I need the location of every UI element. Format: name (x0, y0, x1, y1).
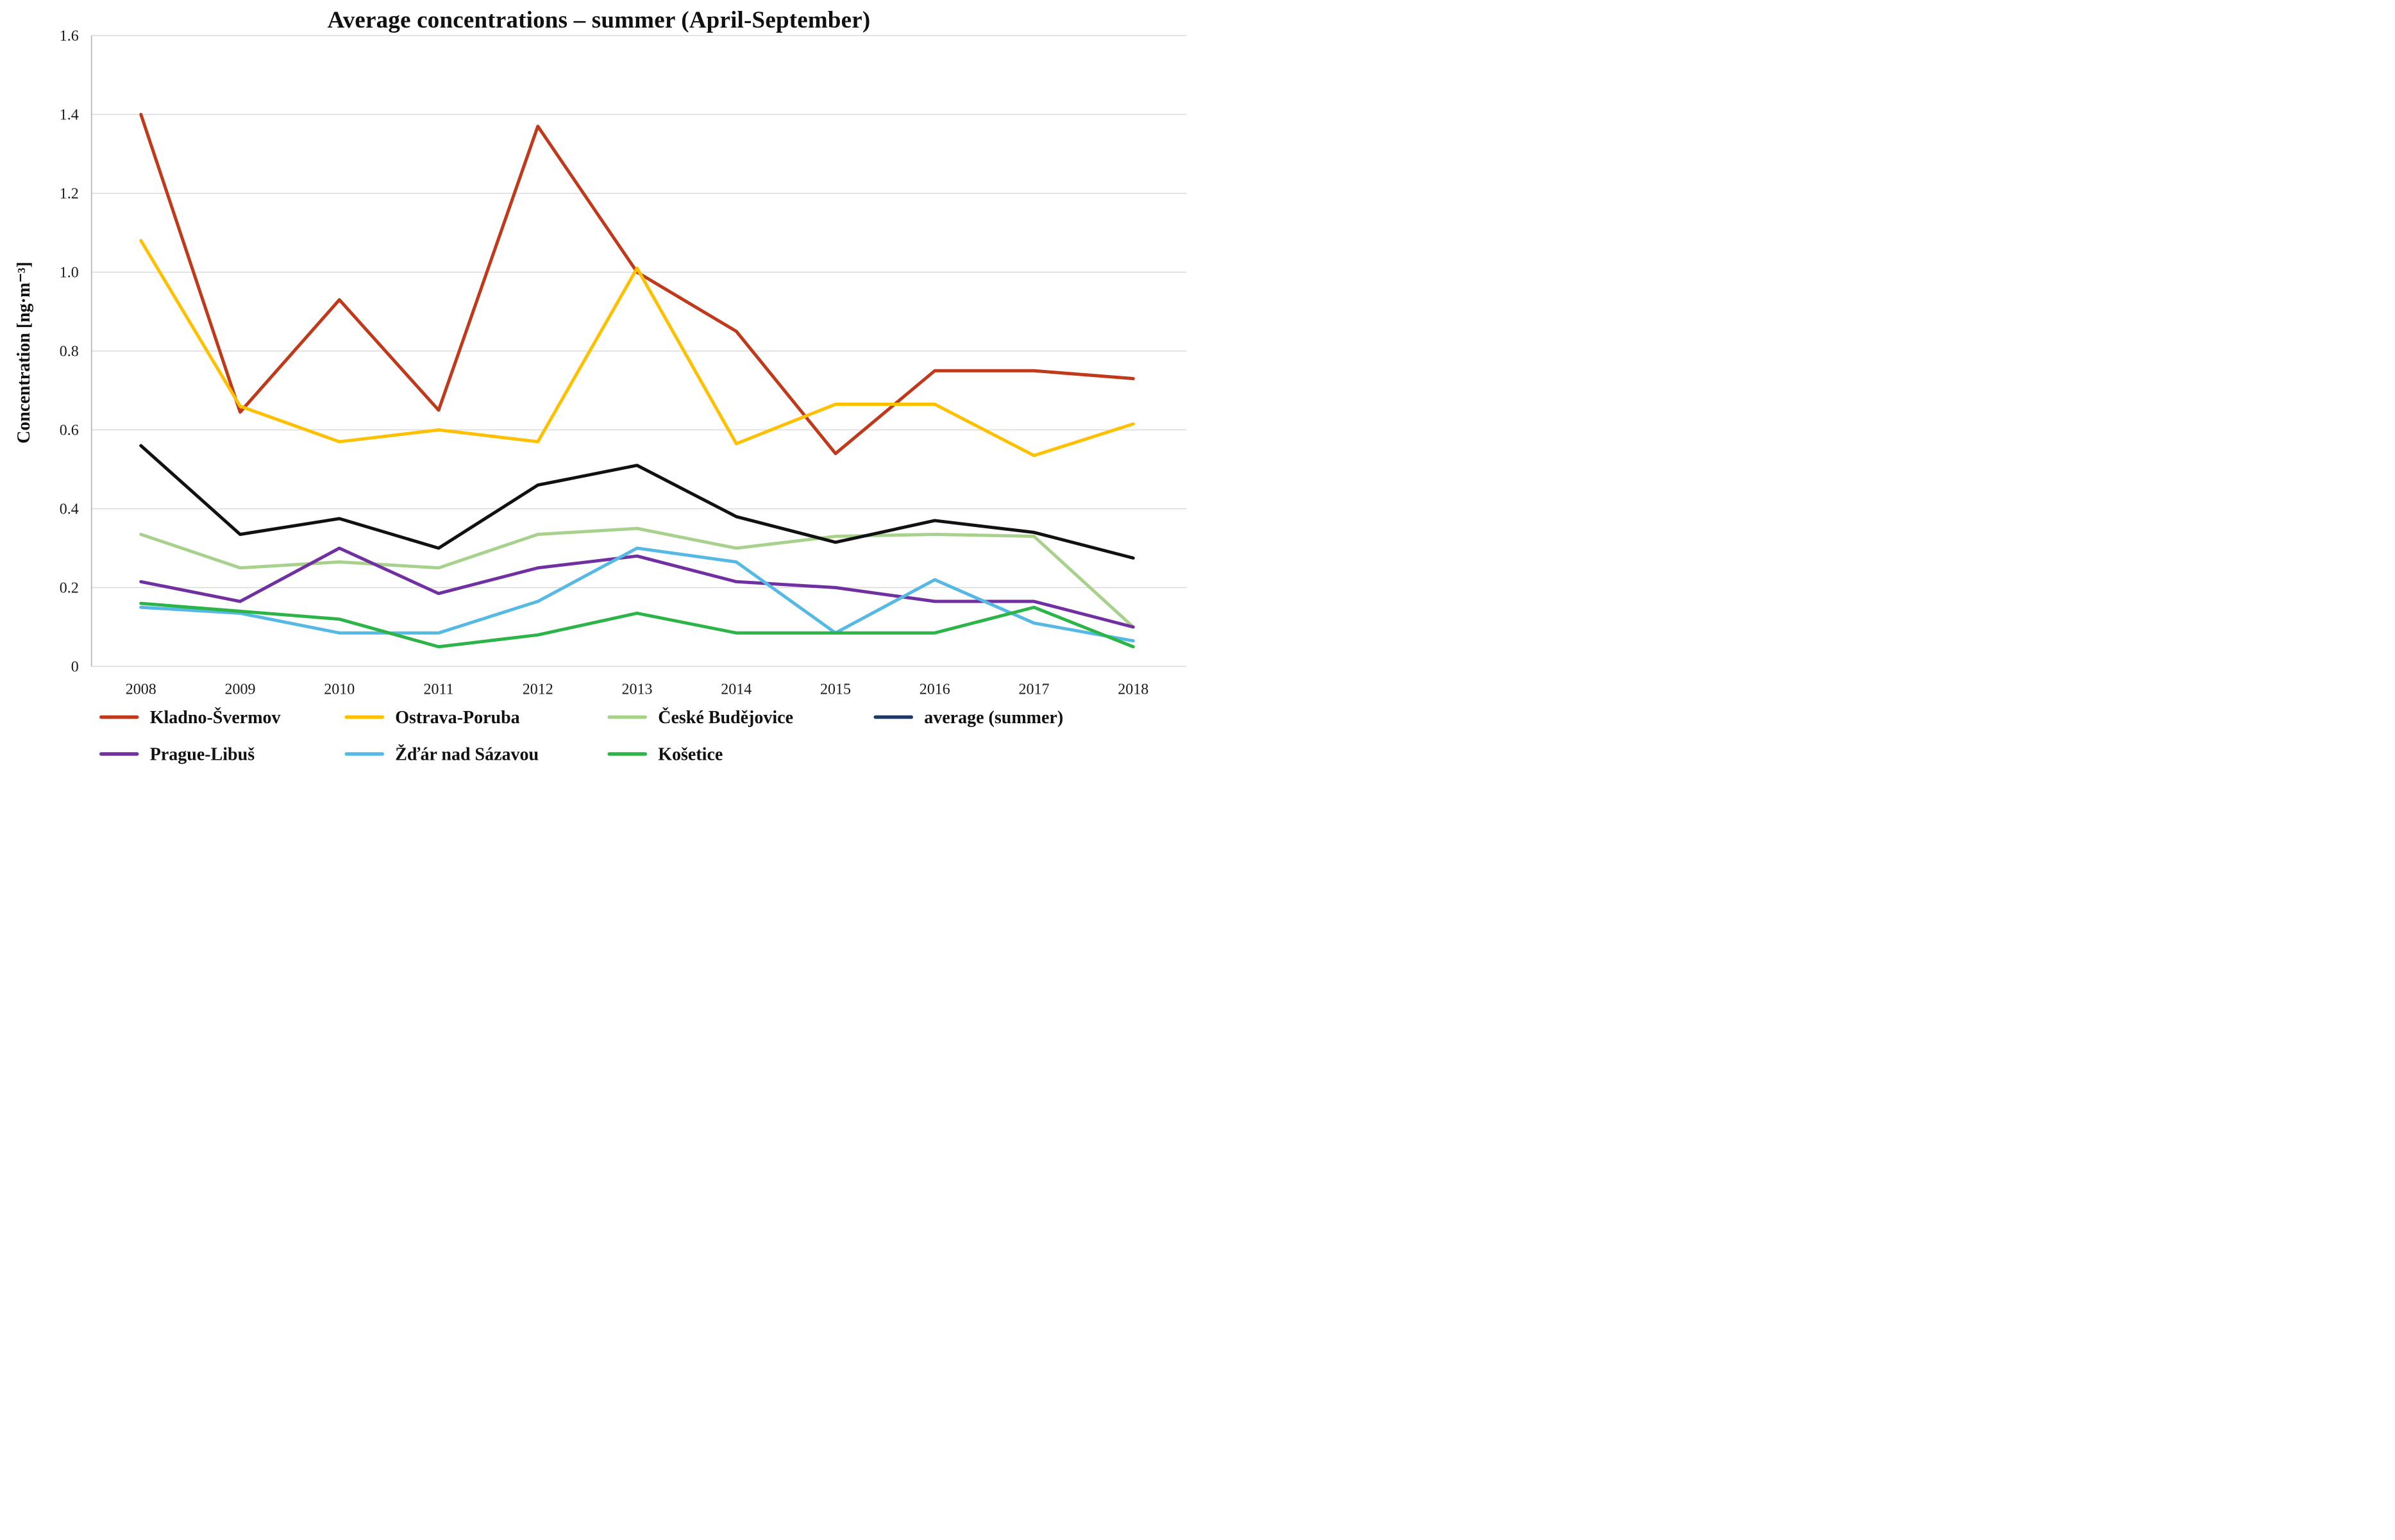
y-tick-label: 0.2 (60, 580, 79, 597)
y-tick-label: 1.0 (60, 265, 79, 281)
x-tick-label: 2008 (126, 682, 156, 698)
series-line-6 (139, 546, 1135, 643)
x-tick-label: 2018 (1118, 682, 1148, 698)
series-line-5 (139, 546, 1135, 629)
legend-label: Ostrava-Poruba (395, 708, 519, 728)
y-tick-label: 0.6 (60, 423, 79, 439)
x-tick-label: 2010 (324, 682, 355, 698)
legend-label: České Budějovice (658, 708, 793, 728)
series-line-3 (139, 526, 1135, 629)
x-tick-label: 2015 (820, 682, 851, 698)
y-tick-label: 1.2 (60, 186, 79, 203)
legend-label: average (summer) (924, 708, 1063, 728)
series-line-7 (139, 601, 1135, 649)
legend-label: Prague-Libuš (150, 745, 255, 765)
legend-label: Žďár nad Sázavou (395, 745, 539, 765)
x-tick-label: 2013 (622, 682, 653, 698)
chart-canvas: 0 0.2 0.4 0.6 0.8 1.0 1.2 1.4 1.6 2008 2009 2010 201… (60, 28, 1187, 765)
y-axis-title: Concentration [ng·m⁻³] (14, 262, 34, 444)
x-tick-label: 2014 (721, 682, 752, 698)
y-tick-label: 0.4 (60, 501, 79, 518)
x-tick-label: 2011 (423, 682, 453, 698)
x-tick-label: 2017 (1019, 682, 1050, 698)
line-chart-figure: 0 0.2 0.4 0.6 0.8 1.0 1.2 1.4 1.6 2008 2009 2010 201… (0, 0, 1198, 770)
y-tick-label: 0.8 (60, 344, 79, 360)
legend-label: Kladno-Švermov (150, 708, 281, 728)
series-line-1 (139, 113, 1135, 455)
legend-label: Košetice (658, 745, 723, 765)
chart-title: Average concentrations – summer (April-S… (327, 7, 871, 33)
series-line-4 (139, 444, 1135, 560)
y-tick-label: 1.6 (60, 28, 79, 45)
x-tick-label: 2016 (920, 682, 950, 698)
y-tick-label: 0 (71, 659, 79, 676)
x-tick-label: 2009 (225, 682, 256, 698)
y-tick-label: 1.4 (60, 107, 79, 124)
series-line-2 (139, 239, 1135, 457)
x-tick-label: 2012 (523, 682, 553, 698)
